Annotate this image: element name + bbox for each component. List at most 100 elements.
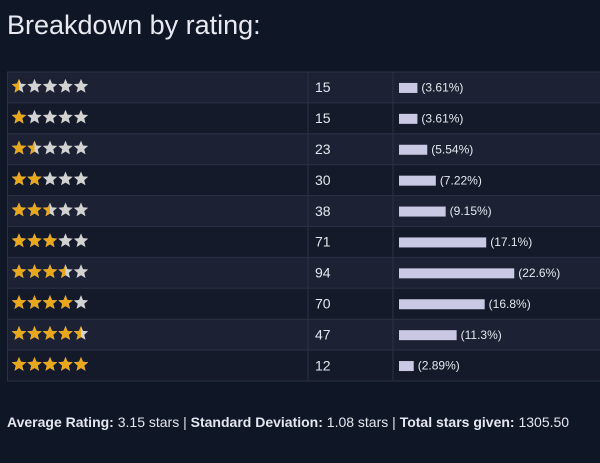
footer-label: Total stars given: [399, 414, 515, 430]
stars [11, 140, 89, 155]
star-filled [27, 264, 42, 278]
count: 15 [315, 110, 331, 126]
footer: Average Rating: 3.15 stars | Standard De… [7, 414, 569, 430]
star-filled [73, 326, 81, 340]
star-filled [11, 295, 27, 309]
star-empty [42, 109, 58, 124]
star-filled [42, 356, 58, 371]
bar [399, 237, 487, 248]
percent-label: (3.61%) [421, 112, 463, 126]
percent-label: (7.22%) [440, 173, 482, 187]
star-empty [27, 109, 42, 124]
percent-label: (11.3%) [461, 328, 502, 342]
row-bg [7, 102, 600, 134]
stars [11, 264, 89, 278]
star-filled [11, 264, 27, 278]
title: Breakdown by rating: [7, 10, 261, 40]
row-bg [7, 195, 600, 227]
star-empty [73, 264, 89, 278]
star-filled [11, 202, 27, 217]
star-empty [58, 109, 73, 124]
count: 47 [315, 326, 331, 342]
row-bg [7, 133, 600, 165]
star-empty [58, 202, 73, 217]
star-filled [58, 264, 66, 278]
count: 38 [315, 203, 331, 219]
stars [11, 202, 89, 217]
percent-label: (9.15%) [450, 204, 492, 218]
star-filled [27, 171, 42, 186]
bar [399, 268, 515, 279]
bar [399, 175, 436, 186]
percent-label: (3.61%) [421, 81, 463, 95]
footer-value: 1.08 stars [326, 414, 389, 430]
percent-label: (22.6%) [518, 266, 560, 280]
star-filled [27, 202, 42, 217]
footer-value: 3.15 stars [117, 414, 180, 430]
row-bg [7, 288, 600, 320]
star-empty [73, 233, 89, 248]
bar [399, 144, 428, 155]
star-filled [27, 326, 42, 340]
star-empty [73, 109, 89, 124]
star-filled [11, 140, 27, 155]
count: 12 [315, 357, 331, 373]
star-empty [58, 233, 73, 248]
star-filled [58, 295, 73, 309]
star-filled [11, 171, 27, 186]
star-empty [42, 140, 58, 155]
percent-label: (5.54%) [431, 142, 473, 156]
star-empty [27, 78, 42, 93]
star-filled [27, 295, 42, 309]
footer-label: Average Rating: [7, 414, 114, 430]
row-bg [7, 72, 600, 103]
star-filled [27, 233, 42, 248]
star-filled [42, 326, 58, 340]
star-filled [73, 356, 89, 371]
star-filled [42, 202, 50, 217]
bar [399, 299, 485, 310]
star-empty [58, 140, 73, 155]
star-filled [11, 109, 27, 124]
star-empty [58, 78, 73, 93]
star-filled [11, 326, 27, 340]
count: 30 [315, 172, 331, 188]
bar [399, 82, 418, 93]
count: 15 [315, 79, 331, 95]
row-bg [7, 350, 600, 381]
star-filled [58, 326, 73, 340]
star-filled [58, 356, 73, 371]
star-empty [73, 78, 89, 93]
star-filled [27, 140, 35, 155]
star-empty [58, 171, 73, 186]
star-empty [73, 202, 89, 217]
percent-label: (16.8%) [489, 297, 531, 311]
bar [399, 206, 446, 217]
row-bg [7, 226, 600, 258]
star-empty [73, 140, 89, 155]
stars [11, 171, 89, 186]
bar [399, 113, 418, 124]
stars [11, 78, 89, 93]
star-filled [11, 233, 27, 248]
stars [11, 356, 89, 371]
star-empty [73, 295, 89, 309]
row-bg [7, 164, 600, 196]
bar [399, 330, 457, 341]
percent-label: (17.1%) [490, 235, 532, 249]
stars [11, 295, 89, 309]
row-bg [7, 319, 600, 351]
count: 70 [315, 295, 331, 311]
star-empty [42, 171, 58, 186]
footer-value: 1305.50 [518, 414, 570, 430]
star-empty [73, 171, 89, 186]
star-filled [27, 356, 42, 371]
stars [11, 326, 89, 340]
bar [399, 361, 414, 372]
stars [11, 233, 89, 248]
star-filled [42, 264, 58, 278]
star-filled [11, 356, 27, 371]
star-empty [42, 78, 58, 93]
